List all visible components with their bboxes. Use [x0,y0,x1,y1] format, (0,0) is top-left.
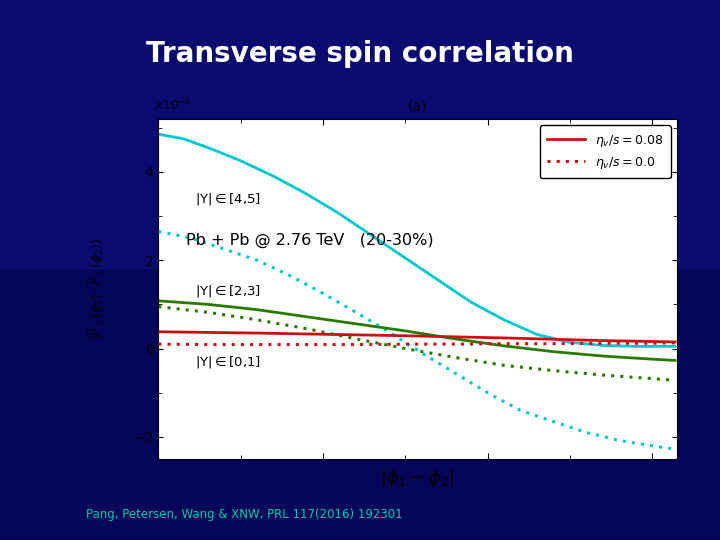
Text: Transverse spin correlation: Transverse spin correlation [146,40,574,68]
Text: (a): (a) [408,100,428,114]
Text: Pb + Pb @ 2.76 TeV   (20-30%): Pb + Pb @ 2.76 TeV (20-30%) [186,233,433,248]
Text: |Y|$\in$[2,3]: |Y|$\in$[2,3] [194,283,261,299]
Text: Pang, Petersen, Wang & XNW, PRL 117(2016) 192301: Pang, Petersen, Wang & XNW, PRL 117(2016… [86,508,403,521]
Text: $\langle \vec{P}_{\perp}(\phi_1) \cdot \vec{P}_{\perp}(\phi_2) \rangle$: $\langle \vec{P}_{\perp}(\phi_1) \cdot \… [87,238,107,340]
Bar [0,270,720,540]
Text: $\times 10^{-6}$: $\times 10^{-6}$ [153,97,192,114]
Text: |Y|$\in$[4,5]: |Y|$\in$[4,5] [194,191,261,207]
Text: $|\phi_1 - \phi_2|$: $|\phi_1 - \phi_2|$ [380,467,455,489]
Legend: $\eta_v/s=0.08$, $\eta_v/s=0.0$: $\eta_v/s=0.08$, $\eta_v/s=0.0$ [539,125,670,178]
Text: |Y|$\in$[0,1]: |Y|$\in$[0,1] [194,354,261,370]
